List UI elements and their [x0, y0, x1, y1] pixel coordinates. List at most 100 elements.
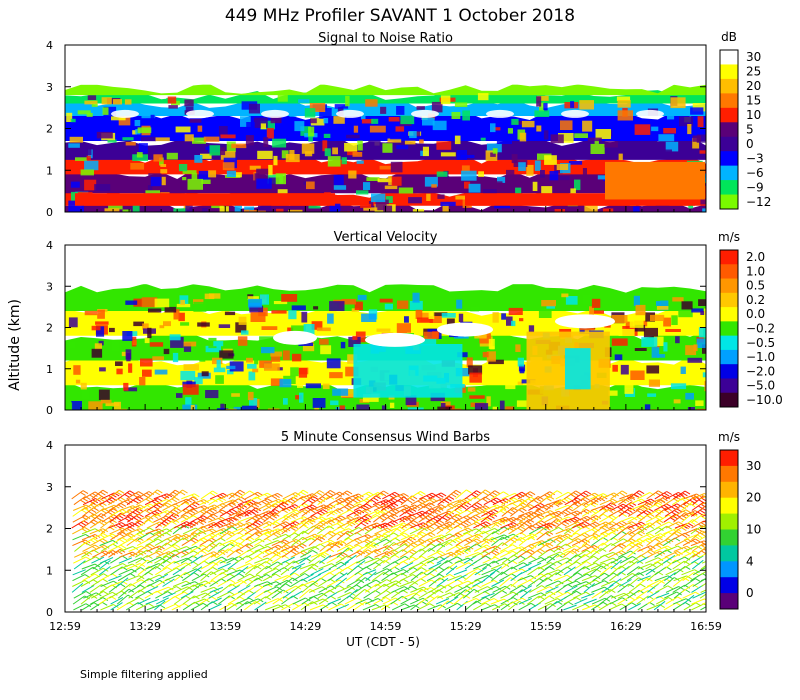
wind-barb	[555, 561, 568, 570]
heat-cell	[201, 371, 209, 377]
wind-barb	[162, 578, 175, 587]
wind-barb-feather	[331, 563, 337, 568]
wind-barb	[473, 521, 487, 529]
wind-barb	[645, 509, 659, 517]
wind-barb-feather	[655, 492, 661, 497]
wind-barb	[155, 551, 170, 558]
wind-barb	[474, 586, 488, 593]
heat-cell	[132, 154, 148, 161]
wind-barb	[646, 519, 659, 529]
wind-barb	[89, 528, 103, 535]
wind-barb	[264, 528, 279, 535]
wind-barb-feather	[510, 518, 516, 522]
wind-barb	[218, 531, 230, 541]
wind-barb-feather	[359, 503, 365, 508]
wind-barb-feather	[675, 528, 682, 533]
heat-cell	[400, 115, 415, 125]
wind-barb	[109, 580, 123, 587]
wind-barb	[318, 568, 332, 576]
wind-barb	[372, 571, 384, 582]
wind-barb	[519, 533, 533, 541]
wind-barb-feather	[601, 533, 608, 538]
y-tick-label: 2	[46, 523, 53, 536]
heat-cell	[409, 131, 417, 139]
heat-cell	[389, 402, 395, 408]
x-tick-label: 16:29	[610, 620, 642, 633]
wind-barb-feather	[713, 567, 718, 570]
wind-barb-feather	[84, 515, 91, 520]
wind-barb	[646, 604, 660, 611]
wind-barb-feather	[126, 511, 133, 516]
wind-barb-feather	[387, 545, 393, 550]
wind-barb	[301, 596, 314, 605]
wind-barb	[154, 510, 168, 517]
wind-barb	[627, 589, 640, 599]
heat-cell	[249, 398, 258, 407]
wind-barb-feather	[505, 516, 511, 521]
wind-barb-feather	[642, 505, 648, 510]
colorbar-tick-label: 30	[746, 459, 761, 473]
wind-barb	[136, 519, 149, 529]
wind-barb	[399, 581, 414, 587]
wind-barb-feather	[185, 595, 191, 600]
wind-barb	[216, 548, 229, 558]
wind-barb	[153, 498, 167, 506]
wind-barb	[645, 527, 659, 535]
wind-barb-feather	[115, 516, 122, 521]
wind-barb-feather	[111, 524, 117, 529]
wind-barb-feather	[80, 521, 87, 526]
heat-cell	[70, 181, 80, 188]
wind-barb	[146, 574, 160, 582]
wind-barb-feather	[348, 595, 355, 600]
heat-cell	[264, 363, 280, 371]
heat-cell	[381, 405, 387, 410]
heat-cell	[166, 152, 178, 160]
colorbar-tick-label: 2.0	[746, 250, 765, 264]
wind-barb-feather	[99, 529, 106, 534]
colorbar-swatch	[720, 151, 738, 167]
wind-barb	[537, 510, 551, 517]
heat-cell	[182, 404, 198, 410]
wind-barb	[427, 507, 439, 517]
heat-cell	[303, 324, 315, 335]
heat-cell	[94, 343, 102, 350]
wind-barb	[382, 597, 396, 605]
wind-barb	[289, 542, 302, 552]
wind-barb	[700, 524, 706, 529]
heat-cell	[536, 96, 542, 107]
wind-barb-feather	[692, 519, 698, 524]
heat-cell	[200, 153, 212, 159]
wind-barb-feather	[687, 538, 693, 543]
heat-cell	[461, 165, 470, 172]
wind-barb	[518, 536, 531, 546]
wind-barb-feather	[245, 544, 251, 549]
heat-cell	[333, 175, 344, 185]
wind-barb-feather	[697, 523, 704, 528]
wind-barb	[556, 550, 570, 558]
wind-barb-feather	[610, 502, 617, 507]
wind-barb	[453, 594, 466, 605]
wind-barb-feather	[403, 493, 409, 498]
wind-barb-feather	[284, 539, 290, 544]
wind-barb-feather	[445, 526, 451, 531]
wind-barb	[691, 542, 704, 552]
heat-cell	[618, 153, 623, 161]
heat-cell	[233, 406, 242, 410]
wind-barb-feather	[101, 601, 108, 606]
wind-barb-feather	[394, 566, 400, 571]
wind-barb	[317, 578, 331, 587]
heat-cell	[413, 131, 421, 137]
wind-barb-feather	[187, 586, 193, 591]
wind-barb	[254, 549, 268, 558]
wind-barb	[383, 583, 395, 593]
wind-barb-feather	[186, 546, 192, 550]
heat-cell	[132, 204, 140, 212]
wind-barb-feather	[555, 512, 561, 516]
heat-cell	[218, 126, 228, 136]
heat-cell	[178, 164, 188, 172]
wind-barb-feather	[450, 539, 457, 544]
wind-barb-feather	[277, 598, 284, 603]
wind-barb-feather	[412, 574, 419, 579]
wind-barb	[235, 555, 248, 564]
heat-cell	[643, 327, 658, 338]
